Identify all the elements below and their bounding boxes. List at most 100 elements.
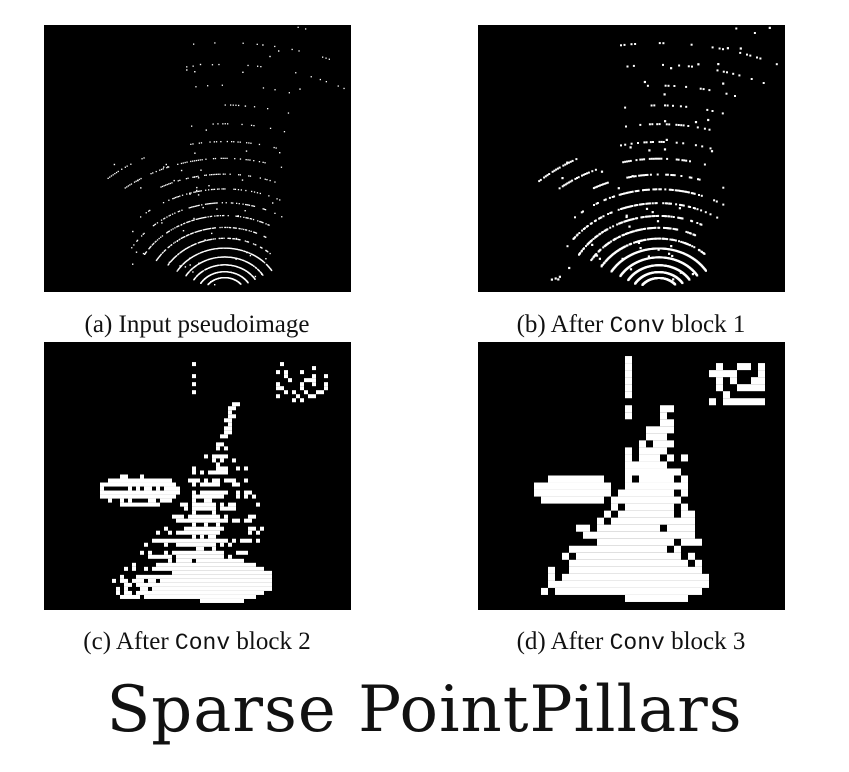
point-mark: [655, 202, 658, 205]
point-mark: [630, 205, 632, 208]
cell-mark: [653, 524, 660, 532]
cell-mark: [180, 514, 184, 519]
point-mark: [592, 237, 595, 240]
cell-mark: [660, 496, 667, 504]
point-mark: [638, 174, 641, 177]
cell-mark: [132, 482, 136, 487]
cell-mark: [228, 566, 232, 571]
point-mark: [155, 259, 158, 262]
caption-d: (d) After Conv block 3: [517, 627, 746, 658]
cell-mark: [212, 566, 216, 571]
cell-mark: [136, 582, 140, 587]
point-mark: [610, 211, 613, 214]
cell-mark: [140, 586, 144, 591]
cell-mark: [240, 586, 244, 591]
point-mark: [173, 179, 175, 182]
cell-mark: [244, 582, 248, 587]
point-mark: [628, 191, 631, 194]
cell-mark: [216, 454, 220, 459]
cell-mark: [284, 374, 288, 379]
cell-mark: [160, 562, 164, 567]
cell-mark: [653, 566, 660, 574]
point-mark: [608, 196, 611, 199]
cell-mark: [124, 586, 128, 591]
point-mark: [152, 243, 154, 245]
point-mark: [211, 266, 213, 268]
point-mark: [722, 186, 725, 189]
point-mark: [191, 268, 193, 270]
point-mark: [202, 251, 204, 253]
point-mark: [253, 231, 255, 233]
cell-mark: [256, 586, 260, 591]
cell-mark: [124, 494, 128, 499]
point-mark: [668, 252, 671, 255]
cell-mark: [632, 559, 639, 567]
point-mark: [198, 217, 201, 220]
cell-mark: [220, 494, 224, 499]
point-mark: [214, 173, 216, 176]
cell-mark: [639, 503, 646, 511]
cell-mark: [188, 518, 192, 523]
point-mark: [240, 189, 242, 191]
point-mark: [641, 203, 644, 206]
point-mark: [202, 229, 204, 231]
cell-mark: [124, 478, 128, 483]
point-mark: [191, 232, 193, 234]
cell-mark: [252, 570, 256, 575]
point-mark: [629, 268, 633, 271]
cell-mark: [681, 594, 688, 602]
point-mark: [199, 190, 201, 192]
point-mark: [260, 247, 262, 249]
point-mark: [647, 238, 649, 241]
cell-mark: [667, 405, 674, 413]
point-mark: [211, 227, 214, 229]
cell-mark: [136, 578, 140, 583]
cell-mark: [204, 562, 208, 567]
cell-mark: [228, 426, 232, 431]
cell-mark: [228, 430, 232, 435]
point-mark: [673, 239, 676, 242]
cell-mark: [667, 440, 674, 448]
point-mark: [186, 66, 188, 68]
point-mark: [649, 202, 652, 205]
cell-mark: [604, 580, 611, 588]
cell-mark: [164, 562, 168, 567]
cell-mark: [232, 406, 236, 411]
cell-mark: [618, 566, 625, 574]
cell-mark: [164, 594, 168, 599]
point-mark: [235, 258, 237, 260]
point-mark: [172, 228, 174, 230]
cell-mark: [260, 566, 264, 571]
cell-mark: [212, 546, 216, 551]
cell-mark: [646, 524, 653, 532]
cell-mark: [220, 490, 224, 495]
cell-mark: [168, 582, 172, 587]
point-mark: [173, 242, 175, 244]
point-mark: [643, 189, 646, 191]
point-mark: [145, 252, 147, 254]
point-mark: [176, 270, 178, 272]
point-mark: [224, 173, 226, 175]
point-mark: [193, 244, 195, 246]
point-mark: [191, 244, 194, 246]
point-mark: [657, 214, 660, 217]
cell-mark: [132, 490, 136, 495]
cell-mark: [204, 478, 208, 483]
cell-mark: [723, 398, 730, 406]
point-mark: [591, 243, 594, 246]
cell-mark: [204, 574, 208, 579]
point-mark: [299, 88, 301, 90]
cell-mark: [220, 442, 224, 447]
point-mark: [179, 195, 181, 197]
cell-mark: [681, 475, 688, 483]
cell-mark: [660, 559, 667, 567]
point-mark: [739, 51, 742, 54]
panel-b-svg: [538, 26, 778, 286]
cell-mark: [152, 566, 156, 571]
cell-mark: [625, 559, 632, 567]
cell-mark: [184, 554, 188, 559]
point-mark: [589, 222, 592, 225]
point-mark: [160, 253, 162, 255]
cell-mark: [224, 574, 228, 579]
point-mark: [165, 184, 167, 186]
